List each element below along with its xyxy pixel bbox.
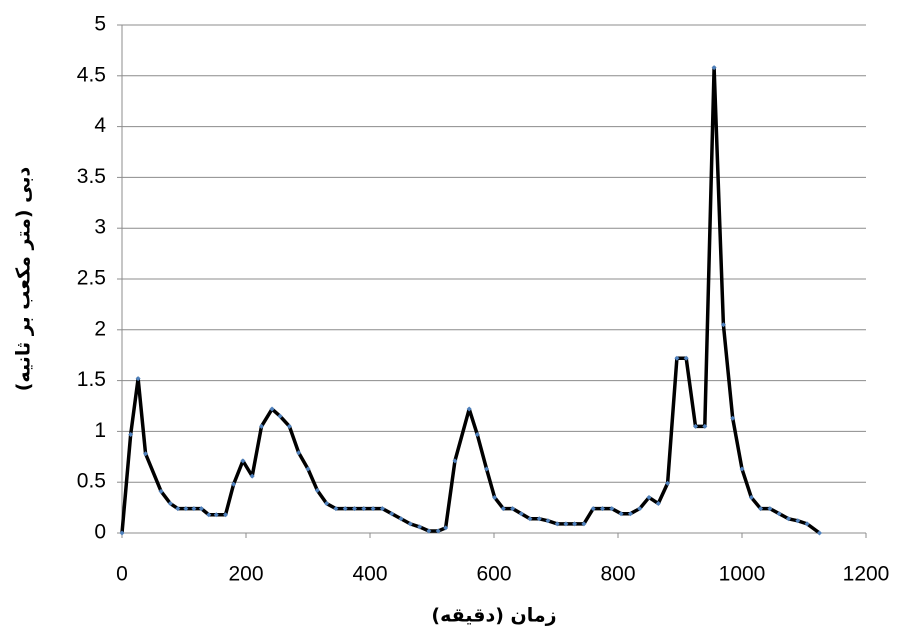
data-point (776, 511, 782, 517)
data-point (417, 524, 423, 530)
data-point (426, 528, 432, 534)
data-point (466, 406, 472, 412)
x-tick-label: 0 (116, 563, 128, 586)
data-point (786, 516, 791, 522)
data-point (213, 512, 219, 518)
data-point (389, 511, 395, 517)
data-point (119, 530, 125, 536)
data-point (500, 506, 506, 512)
data-point (128, 431, 134, 437)
data-point (627, 511, 633, 517)
x-axis-label: زمان (دقیقه) (431, 605, 556, 627)
data-point (693, 423, 698, 429)
data-point (683, 355, 689, 361)
data-point (286, 423, 292, 429)
data-point (269, 406, 275, 412)
data-point (563, 521, 569, 527)
data-point (646, 494, 652, 500)
data-point (259, 423, 264, 429)
data-point (167, 501, 173, 507)
y-axis-label: دبی (متر مکعب بر ثانیه) (13, 166, 35, 391)
data-point (333, 506, 339, 512)
data-point (175, 506, 181, 512)
data-point (379, 506, 385, 512)
data-point (739, 466, 745, 472)
data-point (492, 494, 498, 500)
data-point (452, 458, 458, 464)
y-tick-label: 5 (94, 13, 106, 36)
data-point (655, 501, 661, 507)
data-point (443, 525, 449, 531)
data-point (510, 506, 516, 512)
data-point (767, 506, 773, 512)
y-tick-label: 4 (94, 114, 106, 137)
y-tick-label: 1.5 (77, 368, 106, 391)
data-point (804, 521, 810, 527)
data-point (527, 516, 533, 522)
data-point (817, 530, 822, 536)
data-point (135, 376, 141, 382)
data-point (324, 501, 330, 507)
data-point (674, 355, 680, 361)
data-point (183, 506, 189, 512)
data-point (296, 450, 302, 456)
x-tick-label: 1000 (719, 563, 766, 586)
data-point (314, 487, 320, 493)
data-point (223, 512, 229, 518)
data-point (398, 516, 404, 522)
data-point (435, 528, 441, 534)
data-point (249, 473, 255, 479)
data-point (474, 431, 480, 437)
data-point (370, 506, 376, 512)
data-point (191, 506, 197, 512)
y-tick-label: 0 (94, 521, 106, 544)
data-point (581, 521, 587, 527)
y-tick-label: 0.5 (77, 470, 106, 493)
data-point (536, 516, 542, 522)
data-point (665, 480, 671, 486)
data-point (206, 512, 212, 518)
data-point (748, 494, 754, 500)
data-point (572, 521, 578, 527)
y-tick-label: 2.5 (77, 267, 106, 290)
x-tick-label: 1200 (843, 563, 890, 586)
data-point (637, 506, 643, 512)
data-point (158, 488, 164, 494)
data-point (231, 481, 237, 487)
data-point (702, 423, 708, 429)
data-line (120, 65, 821, 535)
data-point (352, 506, 357, 512)
data-point (277, 413, 283, 419)
x-tick-label: 600 (476, 563, 511, 586)
data-point (240, 458, 246, 464)
data-point (758, 506, 764, 512)
y-tick-label: 2 (94, 317, 106, 340)
data-point (711, 65, 717, 71)
x-tick-label: 200 (228, 563, 263, 586)
data-point (518, 511, 524, 517)
data-point (305, 466, 311, 472)
data-point (143, 451, 149, 457)
data-point (730, 415, 736, 421)
y-tick-label: 4.5 (77, 63, 106, 86)
y-tick-label: 3 (94, 216, 106, 239)
data-point (342, 506, 348, 512)
data-point (407, 521, 413, 527)
y-tick-label: 3.5 (77, 165, 106, 188)
data-point (609, 506, 615, 512)
data-point (795, 518, 801, 524)
data-point (545, 518, 551, 524)
data-point (554, 521, 560, 527)
data-point (198, 506, 204, 512)
data-point (590, 506, 596, 512)
data-point (484, 466, 490, 472)
data-point (618, 511, 624, 517)
data-point (720, 322, 726, 328)
x-tick-label: 800 (600, 563, 635, 586)
x-tick-label: 400 (352, 563, 387, 586)
y-tick-label: 1 (94, 419, 106, 442)
data-point (600, 506, 605, 512)
data-point (361, 506, 367, 512)
